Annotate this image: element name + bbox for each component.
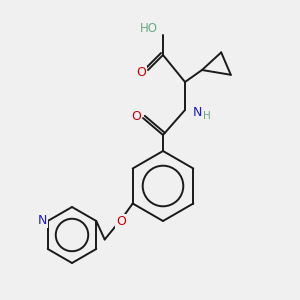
Text: H: H (203, 111, 211, 121)
Text: O: O (116, 215, 126, 228)
Text: N: N (38, 214, 47, 227)
Text: O: O (136, 67, 146, 80)
Text: HO: HO (140, 22, 158, 34)
Text: O: O (131, 110, 141, 124)
Text: N: N (192, 106, 202, 118)
